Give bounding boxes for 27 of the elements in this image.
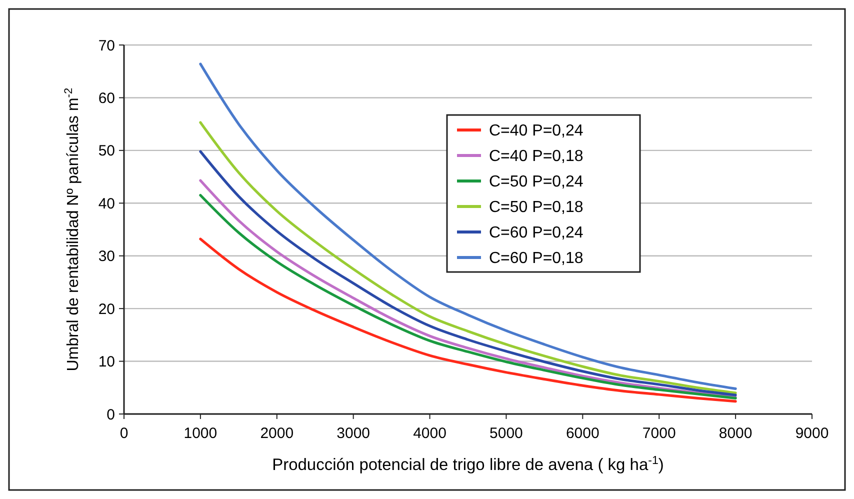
y-tick-label: 10 [98, 354, 115, 371]
line-series [199, 238, 737, 403]
x-tick-label: 7000 [642, 425, 676, 442]
y-tick-label: 30 [98, 248, 115, 266]
legend-label: C=50 P=0,24 [489, 174, 584, 191]
y-tick-label: 60 [98, 90, 115, 107]
line-series [199, 62, 737, 390]
y-tick-label: 50 [98, 142, 115, 160]
y-tick-label: 40 [98, 195, 115, 212]
x-tick-label: 4000 [413, 425, 446, 442]
x-axis-title: Producción potencial de trigo libre de avena ( kg ha$^{-1}$) [272, 455, 664, 474]
x-tick-label: 9000 [795, 425, 829, 442]
x-tick-label: 2000 [260, 425, 294, 442]
legend-label: C=40 P=0,18 [489, 148, 584, 166]
x-tick-label: 6000 [566, 425, 600, 442]
y-tick-label: 0 [106, 406, 115, 424]
legend-label: C=40 P=0,24 [489, 122, 584, 140]
x-tick-label: 0 [120, 425, 128, 442]
legend-label: C=60 P=0,24 [489, 224, 584, 242]
x-tick-label: 8000 [718, 425, 752, 442]
x-tick-label: 5000 [490, 425, 523, 442]
legend-label: C=60 P=0,18 [489, 250, 584, 268]
legend-label: C=50 P=0,18 [489, 199, 584, 216]
x-tick-label: 3000 [336, 425, 370, 442]
y-tick-label: 20 [98, 300, 115, 318]
y-tick-label: 70 [98, 37, 115, 54]
x-tick-label: 1000 [184, 425, 218, 442]
